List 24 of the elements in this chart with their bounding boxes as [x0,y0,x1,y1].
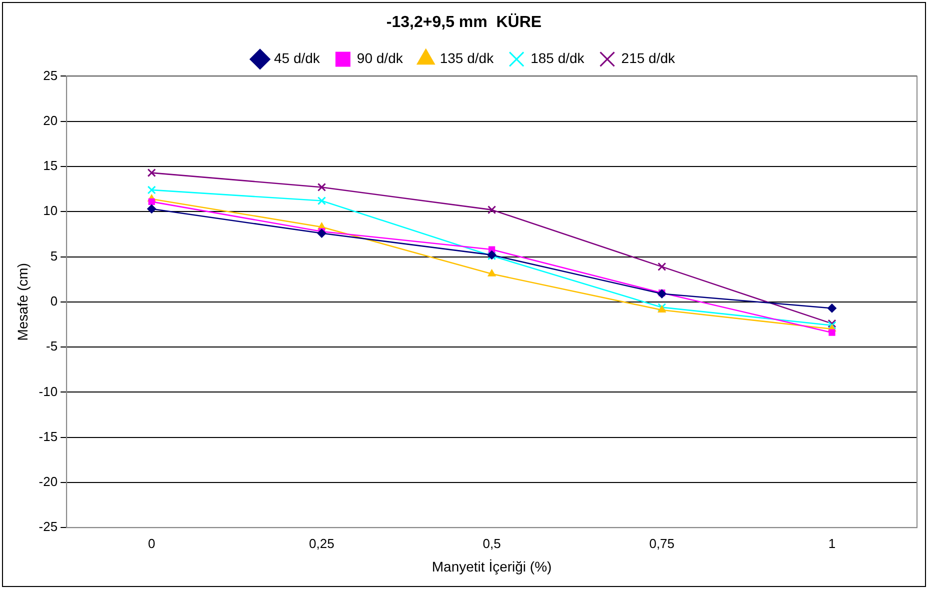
y-tick-label: -25 [38,519,58,534]
legend-label: 135 d/dk [440,50,495,66]
x-tick-label: 0 [148,536,156,551]
chart-title: -13,2+9,5 mm KÜRE [386,13,542,32]
legend-label: 45 d/dk [274,50,321,66]
y-tick-label: 20 [43,112,58,128]
y-tick-label: 15 [43,158,58,174]
legend-label: 185 d/dk [530,50,586,66]
y-tick-label: -10 [38,384,58,399]
y-tick-label: 5 [50,248,58,264]
y-tick-label: 25 [43,68,58,83]
y-axis-title: Mesafe (cm) [14,263,30,341]
legend-label: 215 d/dk [621,50,676,66]
y-tick-label: -15 [38,428,58,444]
x-tick-label: 1 [828,536,836,551]
y-tick-label: -20 [38,474,58,490]
x-axis-title: Manyetit İçeriği (%) [432,558,552,574]
y-tick-label: -5 [46,338,58,354]
y-tick-label: 10 [43,203,58,218]
y-tick-label: 0 [50,293,58,308]
legend-label: 90 d/dk [356,50,404,66]
x-tick-label: 0,75 [649,536,675,551]
x-tick-label: 0,25 [309,536,334,551]
x-tick-label: 0,5 [482,536,501,551]
